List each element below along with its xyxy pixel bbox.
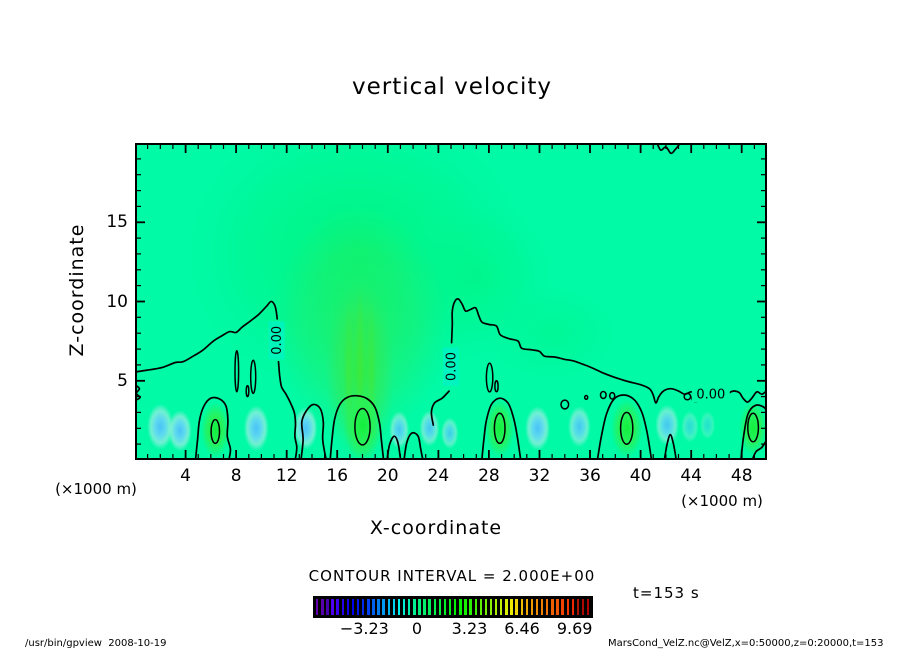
colorbar-stripe [581, 599, 585, 615]
x-tick-label: 4 [180, 466, 191, 486]
x-tick-label: 12 [275, 466, 298, 486]
x-tick-label: 44 [680, 466, 702, 486]
colorbar-stripe [484, 599, 488, 615]
colorbar-stripe [489, 599, 493, 615]
colorbar-stripe [459, 599, 462, 615]
colorbar-stripe [356, 599, 360, 615]
colorbar-stripe [428, 599, 431, 615]
colorbar-stripe [510, 599, 513, 615]
contour-interval-note: CONTOUR INTERVAL = 2.000E+00 [308, 567, 596, 585]
svg-text:0.00: 0.00 [270, 326, 285, 355]
x-axis-label: X-coordinate [369, 517, 503, 539]
plot-title: vertical velocity [352, 74, 552, 100]
colorbar-stripe [402, 599, 406, 615]
colorbar-stripe [392, 599, 396, 615]
colorbar-stripe [413, 599, 416, 615]
contour-plot: 0.00 0.00 0.00 [134, 103, 768, 465]
colorbar-stripe [367, 599, 370, 615]
colorbar-stripe [326, 599, 329, 615]
x-tick-label: 8 [230, 466, 242, 486]
x-tick-label: 20 [376, 466, 399, 486]
colorbar-tick-label: 0 [411, 619, 422, 638]
colorbar-stripe [505, 599, 508, 615]
colorbar-stripe [321, 599, 324, 615]
x-tick-label: 24 [427, 466, 450, 486]
colorbar-stripe [546, 599, 549, 615]
colorbar-stripe [397, 599, 401, 615]
colorbar-stripe [540, 599, 544, 615]
colorbar-stripe [316, 599, 319, 615]
x-tick-label: 16 [326, 466, 349, 486]
colorbar-stripe [494, 599, 498, 615]
colorbar-stripe [587, 599, 590, 615]
colorbar-stripe [530, 599, 534, 615]
colorbar-stripe [408, 599, 411, 615]
colorbar-stripe [500, 599, 503, 615]
y-tick-label: 10 [106, 291, 128, 312]
colorbar-tick-label: 6.46 [504, 619, 540, 638]
colorbar-tick-label: 9.69 [556, 619, 593, 638]
colorbar-stripe [448, 599, 452, 615]
colorbar-stripe [535, 599, 539, 615]
x-tick-label: 32 [528, 466, 551, 486]
x-axis-unit: (×1000 m) [681, 492, 763, 510]
colorbar-stripe [561, 599, 564, 615]
colorbar-stripe [438, 599, 442, 615]
colorbar-stripe [571, 599, 575, 615]
footer-program-info: /usr/bin/gpview 2008-10-19 [25, 638, 167, 649]
colorbar-stripe [551, 599, 554, 615]
colorbar-stripe [423, 599, 426, 615]
x-tick-label: 48 [730, 466, 753, 486]
colorbar-stripe [382, 599, 385, 615]
colorbar-stripe [515, 599, 518, 615]
y-axis-label: Z-coordinate [66, 223, 88, 357]
y-tick-label: 15 [106, 212, 128, 233]
colorbar-tick-label: 3.23 [451, 619, 488, 638]
colorbar [313, 596, 593, 618]
colorbar-stripe [479, 599, 482, 615]
colorbar-stripe [454, 599, 457, 615]
colorbar-stripe [433, 599, 436, 615]
colorbar-stripe [331, 599, 334, 615]
time-label: t=153 s [633, 584, 700, 602]
colorbar-stripe [377, 599, 380, 615]
colorbar-stripe [556, 599, 559, 615]
colorbar-tick-label: −3.23 [339, 619, 389, 638]
colorbar-stripe [351, 599, 355, 615]
colorbar-stripe [474, 599, 477, 615]
colorbar-stripe [418, 599, 421, 615]
colorbar-stripe [525, 599, 529, 615]
colorbar-stripe [443, 599, 447, 615]
svg-text:0.00: 0.00 [445, 352, 460, 381]
x-tick-label: 28 [478, 466, 500, 486]
colorbar-stripe [576, 599, 580, 615]
colorbar-stripe [336, 599, 339, 615]
colorbar-stripe [520, 599, 523, 615]
colorbar-stripe [346, 599, 350, 615]
y-tick-label: 5 [117, 370, 128, 391]
x-tick-label: 36 [579, 466, 601, 486]
colorbar-stripe [566, 599, 569, 615]
x-tick-label: 40 [629, 466, 652, 486]
svg-text:0.00: 0.00 [696, 388, 725, 403]
colorbar-stripe [469, 599, 472, 615]
y-axis-unit: (×1000 m) [55, 480, 137, 498]
colorbar-stripe [464, 599, 467, 615]
colorbar-stripe [362, 599, 365, 615]
footer-data-info: MarsCond_VelZ.nc@VelZ,x=0:50000,z=0:2000… [608, 638, 884, 649]
colorbar-stripe [387, 599, 390, 615]
contour-plot-canvas: 0.00 0.00 0.00 [134, 103, 768, 465]
colorbar-stripe [341, 599, 344, 615]
colorbar-stripe [372, 599, 375, 615]
